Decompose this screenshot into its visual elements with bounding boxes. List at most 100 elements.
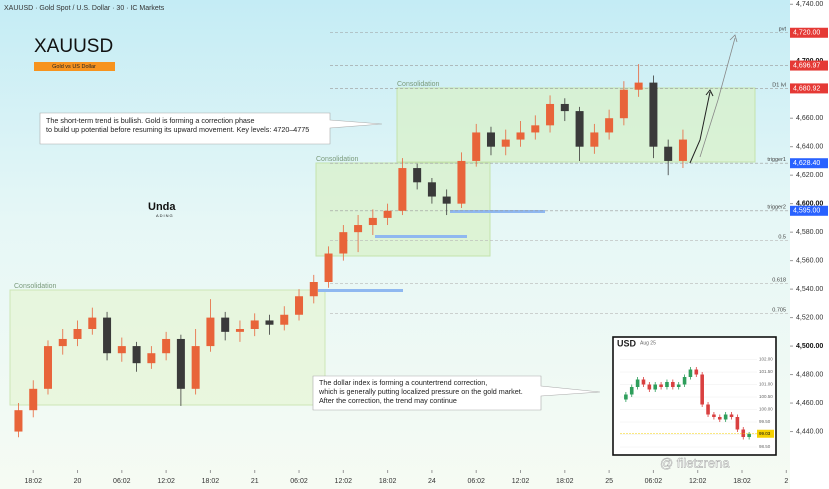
last-tag-label: 99.03 bbox=[759, 431, 771, 436]
logo: Unda bbox=[148, 201, 176, 213]
candle-body bbox=[73, 329, 82, 339]
candle-body bbox=[678, 139, 687, 161]
candle-body bbox=[653, 384, 658, 390]
y-tick-label: 101.00 bbox=[759, 382, 773, 387]
candle-body bbox=[676, 384, 681, 387]
candle-body bbox=[413, 168, 422, 183]
x-tick-label: 25 bbox=[605, 478, 613, 485]
price-tag-label: 4,680.92 bbox=[793, 85, 820, 92]
y-tick-label: 4,580.00 bbox=[796, 229, 823, 236]
candle-body bbox=[162, 338, 171, 354]
annotation-text: After the correction, the trend may cont… bbox=[319, 396, 457, 405]
inset-chart: 98.5099.0099.50100.00100.50101.00101.501… bbox=[620, 357, 774, 449]
y-tick-label: 4,440.00 bbox=[796, 428, 823, 435]
candle-body bbox=[354, 225, 363, 233]
candle-body bbox=[88, 317, 97, 329]
subtitle: Gold vs US Dollar bbox=[52, 64, 96, 70]
x-tick-label: 06:02 bbox=[645, 478, 663, 485]
arrow-head bbox=[705, 89, 714, 97]
price-axis-background bbox=[790, 0, 829, 489]
annotation-box bbox=[312, 375, 601, 411]
candle-body bbox=[383, 210, 392, 218]
candle-body bbox=[641, 379, 646, 385]
candle-body bbox=[729, 414, 734, 417]
logo: ADING bbox=[156, 213, 174, 218]
y-tick-label: 4,540.00 bbox=[796, 286, 823, 293]
candle-body bbox=[747, 433, 751, 437]
subtitle-badge bbox=[34, 62, 115, 71]
level-name: D1 lvl bbox=[772, 82, 786, 88]
x-tick-label: 2 bbox=[784, 478, 788, 485]
order-block bbox=[375, 235, 467, 238]
y-tick-label: 4,460.00 bbox=[796, 400, 823, 407]
candle-body bbox=[624, 394, 628, 400]
candle-body bbox=[368, 217, 377, 226]
x-tick-label: 18:02 bbox=[556, 478, 574, 485]
level-name: 0.705 bbox=[772, 307, 786, 313]
candle-body bbox=[103, 317, 112, 354]
x-tick-label: 18:02 bbox=[733, 478, 751, 485]
candle-body bbox=[235, 329, 244, 332]
candle-body bbox=[619, 89, 628, 119]
candle-body bbox=[295, 296, 304, 315]
level-name: pvt bbox=[779, 27, 787, 33]
x-tick-label: 21 bbox=[251, 478, 259, 485]
price-tag bbox=[790, 83, 828, 94]
candle-body bbox=[664, 146, 673, 161]
order-block bbox=[450, 210, 545, 213]
candle-body bbox=[649, 82, 658, 147]
candle-body bbox=[531, 125, 540, 133]
candle-body bbox=[339, 232, 348, 254]
y-tick-label: 4,640.00 bbox=[796, 144, 823, 151]
y-tick-label: 102.00 bbox=[759, 357, 773, 362]
candle-body bbox=[206, 317, 215, 347]
x-tick-label: 18:02 bbox=[24, 478, 42, 485]
watermark: @ filetzrena bbox=[660, 455, 730, 470]
candle-body bbox=[191, 346, 200, 389]
candle-body bbox=[265, 320, 274, 325]
candle-body bbox=[221, 317, 230, 332]
candle-body bbox=[398, 168, 407, 211]
level-name: 0.5 bbox=[778, 235, 786, 241]
y-tick-label: 4,480.00 bbox=[796, 371, 823, 378]
x-tick-label: 06:02 bbox=[467, 478, 485, 485]
candle-body bbox=[29, 388, 38, 411]
x-tick-label: 12:02 bbox=[157, 478, 175, 485]
candle-body bbox=[659, 384, 663, 387]
y-tick-label: 4,740.00 bbox=[796, 1, 823, 8]
candle-body bbox=[117, 346, 126, 354]
annotation-text: to build up potential before resuming it… bbox=[46, 125, 309, 134]
projection bbox=[699, 37, 736, 158]
projection bbox=[689, 91, 711, 164]
candle-body bbox=[457, 160, 466, 204]
candle-body bbox=[706, 404, 710, 415]
title: XAUUSD bbox=[34, 36, 113, 57]
candle-body bbox=[590, 132, 599, 147]
inset-subtitle: Aug 25 bbox=[640, 340, 656, 346]
x-tick-label: 12:02 bbox=[689, 478, 707, 485]
y-tick-label: 4,600.00 bbox=[796, 201, 823, 208]
level-name: trigger1 bbox=[767, 157, 786, 163]
candle-body bbox=[575, 111, 584, 147]
annotation-text: The dollar index is forming a countertre… bbox=[319, 378, 487, 387]
header: XAUUSD · Gold Spot / U.S. Dollar · 30 · … bbox=[4, 5, 165, 12]
zone-label: Consolidation bbox=[316, 156, 359, 163]
candle-body bbox=[717, 417, 722, 420]
inset-frame bbox=[612, 336, 777, 456]
candle-body bbox=[14, 410, 23, 432]
candle-body bbox=[688, 369, 693, 377]
price-tag-label: 4,696.97 bbox=[793, 62, 820, 69]
candle-body bbox=[712, 414, 716, 417]
candle-body bbox=[250, 320, 259, 329]
candle-body bbox=[741, 429, 746, 437]
price-tag-label: 4,628.40 bbox=[793, 160, 820, 167]
candle-body bbox=[132, 346, 141, 364]
y-tick-label: 101.50 bbox=[759, 369, 773, 374]
candle-body bbox=[629, 387, 634, 395]
x-tick-label: 20 bbox=[74, 478, 82, 485]
candle-body bbox=[546, 103, 555, 126]
candle-body bbox=[635, 379, 640, 387]
price-tag-label: 4,720.00 bbox=[793, 30, 820, 37]
